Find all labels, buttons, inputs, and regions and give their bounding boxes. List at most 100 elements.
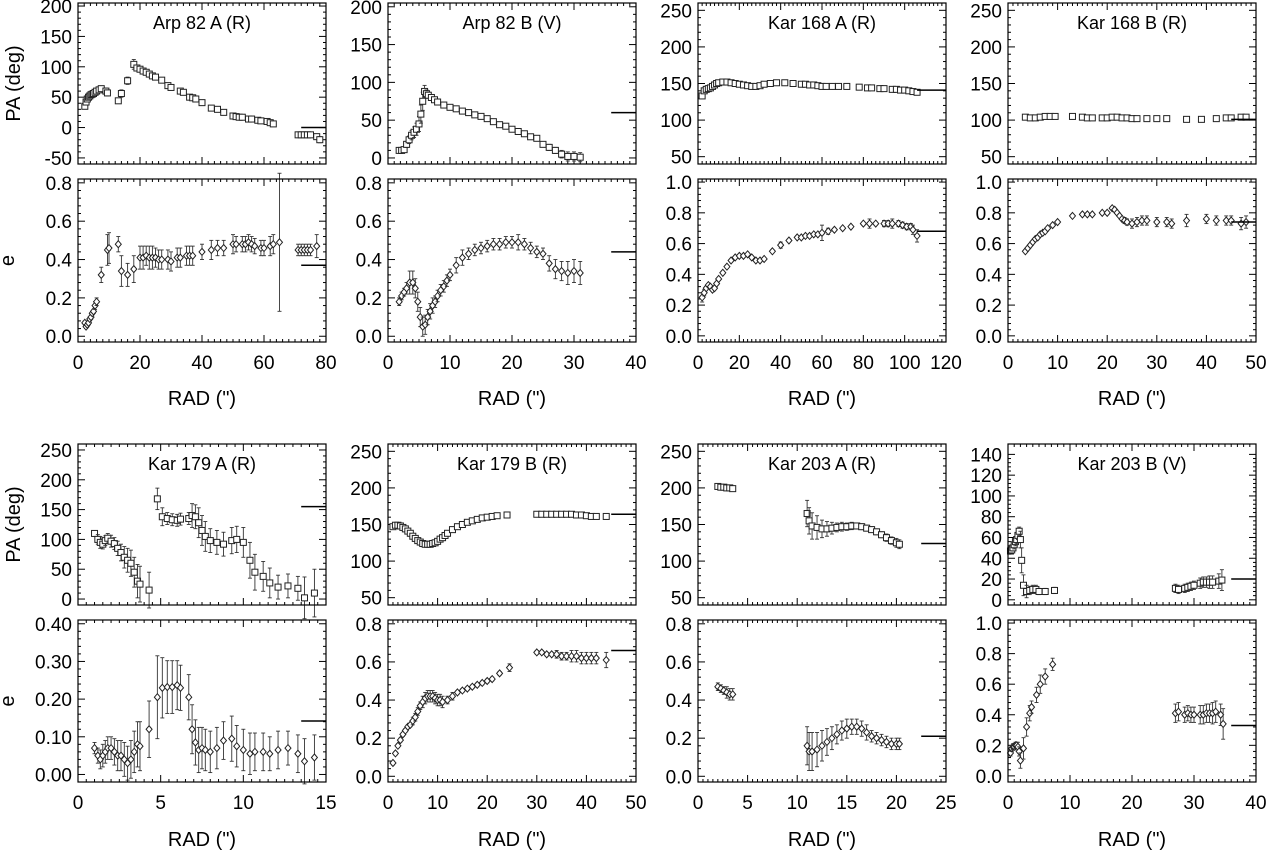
data-point-diamond [421, 320, 429, 330]
data-point-diamond [274, 745, 282, 755]
data-point-diamond [239, 745, 247, 755]
data-point-diamond [207, 245, 215, 255]
x-tick-label: 40 [770, 353, 791, 374]
data-point-diamond [251, 747, 259, 757]
y-tick-label: 20 [981, 570, 1002, 591]
data-point-diamond [577, 653, 586, 663]
y-tick-label: 0.0 [46, 327, 72, 348]
y-tick-label: 0.2 [666, 296, 692, 317]
y-tick-label: 0.4 [666, 691, 693, 712]
data-point-diamond [228, 734, 236, 743]
y-tick-label: 250 [970, 1, 1002, 22]
x-tick-label: 80 [315, 353, 336, 374]
data-point-diamond [158, 255, 166, 264]
data-point-square [91, 529, 99, 537]
data-point-diamond [909, 225, 917, 235]
data-point-diamond [862, 728, 871, 737]
data-point-diamond [443, 695, 452, 705]
x-tick-label: 0 [383, 793, 394, 814]
y-tick-label: 0.8 [976, 645, 1002, 666]
data-point-diamond [562, 651, 571, 661]
y-tick-label: 200 [970, 38, 1002, 59]
y-tick-label: 0.0 [976, 767, 1002, 788]
panel-frame [1007, 178, 1257, 343]
data-point-diamond [913, 231, 921, 241]
data-point-diamond [1098, 208, 1106, 218]
data-point-diamond [458, 253, 467, 262]
y-tick-label: 0.0 [976, 327, 1002, 348]
data-point-diamond [818, 741, 826, 751]
x-tick-label: 60 [253, 353, 274, 374]
data-point-diamond [1027, 702, 1036, 712]
data-point-diamond [163, 682, 171, 692]
data-point-square [1041, 587, 1049, 595]
pa-panel: 0 50 100 150 200 Arp 82 B (V) [350, 0, 637, 170]
x-tick-label: 0 [693, 353, 704, 374]
y-tick-label: 0.0 [666, 767, 692, 788]
data-point-diamond [145, 724, 153, 734]
data-point-diamond [396, 735, 405, 745]
data-point-square [493, 512, 501, 520]
data-point-diamond [1044, 223, 1052, 233]
data-point-square [1183, 115, 1191, 123]
data-point-square [191, 513, 199, 521]
data-point-diamond [729, 690, 737, 699]
y-tick-label: 50 [51, 88, 72, 109]
data-point-square [564, 152, 572, 160]
x-tick-label: 30 [526, 793, 547, 814]
data-point-square [1143, 115, 1151, 123]
pa-panel: 50 100 150 200 250 Kar 168 A (R) [660, 1, 947, 169]
x-tick-label: 50 [625, 793, 646, 814]
data-point-diamond [1088, 210, 1096, 219]
y-tick-label: 0.0 [356, 327, 382, 348]
data-point-square [316, 136, 324, 144]
data-point-square [269, 120, 277, 128]
data-point-diamond [1212, 216, 1220, 225]
y-tick-label: 40 [981, 549, 1002, 570]
data-point-diamond [548, 650, 556, 659]
x-tick-label: 10 [233, 793, 254, 814]
y-axis-label-e: e [0, 255, 19, 266]
data-point-square [533, 134, 541, 142]
data-point-square [179, 88, 187, 96]
y-tick-label: 0 [371, 149, 382, 170]
data-point-square [1212, 115, 1220, 123]
data-point-square [248, 115, 256, 123]
y-tick-label: 0.2 [976, 296, 1002, 317]
data-point-diamond [446, 270, 454, 280]
data-point-square [781, 79, 789, 87]
data-point-diamond [409, 278, 417, 287]
y-tick-label: 0.20 [35, 690, 72, 711]
data-point-diamond [719, 268, 727, 278]
data-point-square [1190, 581, 1198, 589]
y-tick-label: 200 [350, 479, 382, 500]
data-point-diamond [259, 747, 267, 757]
data-point-diamond [117, 266, 126, 276]
data-point-square [440, 101, 448, 109]
data-point-square [496, 121, 504, 129]
x-tick-label: 10 [787, 793, 808, 814]
data-point-diamond [748, 253, 756, 262]
panel-title: Arp 82 B (V) [462, 13, 561, 33]
data-point-square [198, 99, 206, 107]
data-point-diamond [389, 758, 397, 768]
data-point-diamond [1019, 744, 1028, 753]
data-point-diamond [520, 239, 529, 249]
data-point-square [1035, 587, 1043, 595]
data-point-diamond [452, 261, 460, 270]
data-point-square [527, 133, 535, 141]
data-point-diamond [206, 747, 214, 757]
data-point-square [895, 540, 903, 548]
e-panel: 0.0 0.2 0.4 0.6 0.8 1.0 0 10 20 30 40 [976, 614, 1267, 814]
x-tick-label: 10 [1047, 353, 1068, 374]
data-point-square [729, 485, 737, 493]
data-point-diamond [130, 747, 138, 757]
data-point-square [1163, 115, 1171, 123]
x-tick-label: 20 [477, 793, 498, 814]
data-point-diamond [1053, 217, 1062, 227]
data-point-square [822, 82, 830, 90]
data-point-diamond [1182, 216, 1191, 225]
